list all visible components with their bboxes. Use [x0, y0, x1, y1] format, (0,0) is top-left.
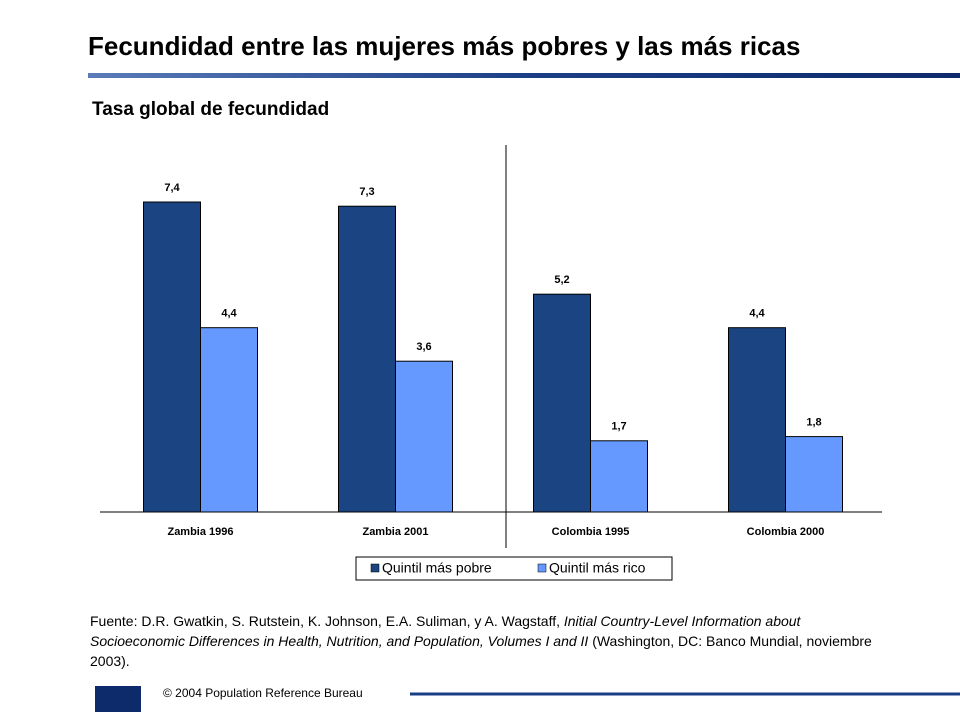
data-label: 1,8: [806, 417, 821, 429]
bar: [785, 436, 843, 513]
source: Fuente: D.R. Gwatkin, S. Rutstein, K. Jo…: [90, 611, 890, 671]
x-tick-label: Zambia 1996: [167, 526, 233, 538]
source-text: Initial Country-Level Information about …: [90, 613, 801, 649]
logo: [95, 686, 141, 712]
legend-label: Quintil más rico: [549, 560, 646, 576]
data-label: 4,4: [749, 308, 765, 320]
bar: [395, 360, 453, 513]
legend-swatch: [370, 563, 380, 573]
data-label: 3,6: [416, 341, 431, 353]
bar: [338, 205, 396, 513]
x-tick-label: Colombia 2000: [747, 526, 825, 538]
data-label: 4,4: [221, 308, 237, 320]
data-label: 1,7: [611, 421, 626, 433]
x-tick-label: Colombia 1995: [552, 526, 630, 538]
data-label: 5,2: [554, 274, 569, 286]
legend-swatch: [537, 563, 547, 573]
chart-title: Fecundidad entre las mujeres más pobres …: [88, 31, 800, 61]
data-label: 7,4: [164, 182, 180, 194]
bar: [200, 327, 258, 513]
chart-subtitle: Tasa global de fecundidad: [92, 99, 329, 120]
bar: [533, 293, 591, 513]
title-rule: [88, 73, 960, 78]
source-text: (Washington, DC: Banco Mundial, noviembr…: [90, 633, 872, 669]
bar: [590, 440, 648, 513]
bar: [143, 201, 201, 513]
legend-label: Quintil más pobre: [382, 560, 492, 576]
x-tick-label: Zambia 2001: [362, 526, 428, 538]
source-text: Fuente: D.R. Gwatkin, S. Rutstein, K. Jo…: [90, 613, 564, 629]
data-label: 7,3: [359, 186, 374, 198]
footer: © 2004 Population Reference Bureau: [163, 686, 363, 700]
bar: [728, 327, 786, 513]
legend-box: [355, 556, 673, 581]
